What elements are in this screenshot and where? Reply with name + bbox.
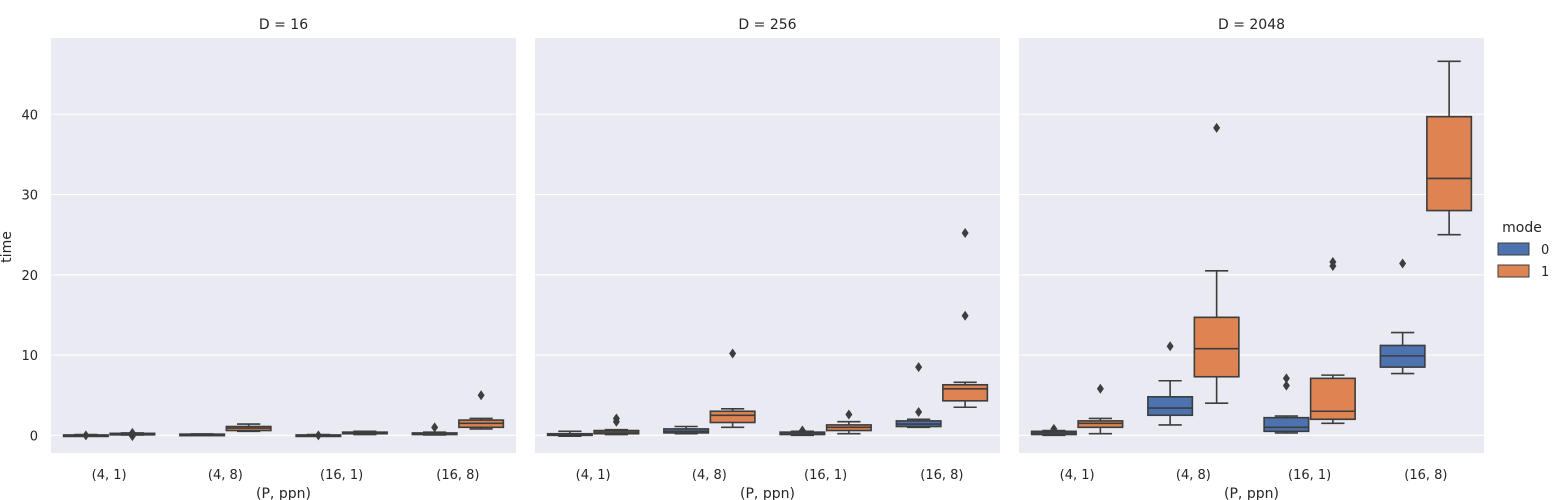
- outlier-point: [1282, 380, 1290, 391]
- outlier-point: [612, 413, 620, 424]
- plot-background: [1019, 38, 1484, 453]
- box-mode-0: [1263, 373, 1310, 434]
- x-tick-label: (16, 1): [320, 468, 363, 483]
- outlier-point: [729, 348, 737, 359]
- x-axis-label: (P, ppn): [1224, 486, 1279, 500]
- x-tick-label: (16, 8): [920, 468, 963, 483]
- box-iqr: [1309, 377, 1356, 421]
- legend-swatch-mode-1: [1497, 264, 1530, 278]
- box-mode-1: [341, 430, 388, 436]
- outlier-point: [1096, 383, 1104, 394]
- panel-title: D = 256: [738, 17, 796, 33]
- box-mode-0: [663, 425, 710, 435]
- box-iqr: [1263, 416, 1310, 433]
- box-mode-1: [1077, 383, 1124, 435]
- box-iqr: [1147, 396, 1194, 417]
- legend: mode 0 1: [1497, 220, 1549, 280]
- x-axis-label: (P, ppn): [256, 486, 311, 500]
- outlier-point: [1329, 256, 1337, 267]
- box-mode-1: [1426, 60, 1473, 236]
- box-mode-1: [458, 390, 505, 430]
- box-mode-0: [779, 425, 826, 437]
- panel-title: D = 16: [259, 17, 308, 33]
- x-tick-label: (4, 8): [208, 468, 243, 483]
- legend-swatch-mode-0: [1497, 242, 1530, 256]
- plot-background: [535, 38, 1000, 453]
- legend-label-mode-0: 0: [1541, 243, 1549, 258]
- box-mode-1: [1193, 122, 1240, 405]
- outlier-point: [845, 409, 853, 420]
- outlier-point: [1282, 373, 1290, 384]
- y-tick-label: 40: [21, 108, 38, 123]
- x-axis-label: (P, ppn): [740, 486, 795, 500]
- x-tick-label: (16, 8): [436, 468, 479, 483]
- x-tick-label: (16, 1): [804, 468, 847, 483]
- outlier-point: [128, 427, 136, 438]
- box-mode-0: [895, 362, 942, 429]
- x-tick-label: (4, 8): [692, 468, 727, 483]
- box-mode-0: [295, 430, 342, 441]
- x-tick-label: (16, 1): [1288, 468, 1331, 483]
- x-tick-label: (16, 8): [1404, 468, 1447, 483]
- box-iqr: [1077, 420, 1124, 429]
- outlier-point: [82, 430, 90, 441]
- plot-background: [51, 38, 516, 453]
- outlier-point: [915, 362, 923, 373]
- panel-1: D = 16 0 10 20 30 40 (4, 1) (4, 8) (16, 1) (16, 8…: [21, 17, 516, 500]
- box-iqr: [1193, 316, 1240, 378]
- outlier-point: [915, 407, 923, 418]
- outlier-point: [1213, 122, 1221, 133]
- y-tick-label: 0: [30, 429, 38, 444]
- x-tick-label: (4, 1): [576, 468, 611, 483]
- legend-title: mode: [1502, 220, 1542, 236]
- outlier-point: [961, 228, 969, 239]
- panel-title: D = 2048: [1218, 17, 1285, 33]
- box-mode-1: [825, 409, 872, 435]
- y-tick-label: 20: [21, 269, 38, 284]
- box-mode-0: [546, 430, 593, 437]
- x-tick-label: (4, 1): [1060, 468, 1095, 483]
- y-tick-label: 10: [21, 349, 38, 364]
- box-mode-1: [709, 348, 756, 429]
- box-mode-1: [593, 413, 640, 436]
- y-axis-label: time: [0, 231, 15, 263]
- panel-2: D = 256 (4, 1) (4, 8) (16, 1) (16, 8) (P, ppn…: [535, 17, 1000, 500]
- outlier-point: [477, 390, 485, 401]
- outlier-point: [314, 430, 322, 441]
- box-iqr: [1426, 115, 1473, 212]
- box-mode-0: [411, 422, 458, 436]
- outlier-point: [1399, 258, 1407, 269]
- y-tick-label: 30: [21, 189, 38, 204]
- outlier-point: [1166, 341, 1174, 352]
- legend-label-mode-1: 1: [1541, 265, 1549, 280]
- box-mode-1: [109, 427, 156, 442]
- outlier-point: [961, 310, 969, 321]
- outlier-point: [1050, 423, 1058, 434]
- box-mode-1: [942, 228, 989, 409]
- panels: D = 16 0 10 20 30 40 (4, 1) (4, 8) (16, 1) (16, 8…: [21, 17, 1484, 500]
- outlier-point: [431, 422, 439, 433]
- box-mode-1: [225, 423, 272, 433]
- box-mode-0: [1379, 258, 1426, 375]
- box-mode-0: [1030, 423, 1077, 437]
- box-mode-1: [1309, 256, 1356, 425]
- box-iqr: [942, 383, 989, 402]
- x-tick-label: (4, 1): [92, 468, 127, 483]
- outlier-point: [798, 425, 806, 436]
- box-mode-0: [62, 430, 109, 441]
- box-mode-0: [179, 433, 226, 437]
- box-iqr: [709, 410, 756, 424]
- panel-3: D = 2048 (4, 1) (4, 8) (16, 1) (16, 8) (P, pp…: [1019, 17, 1484, 500]
- x-tick-label: (4, 8): [1176, 468, 1211, 483]
- box-mode-0: [1147, 341, 1194, 426]
